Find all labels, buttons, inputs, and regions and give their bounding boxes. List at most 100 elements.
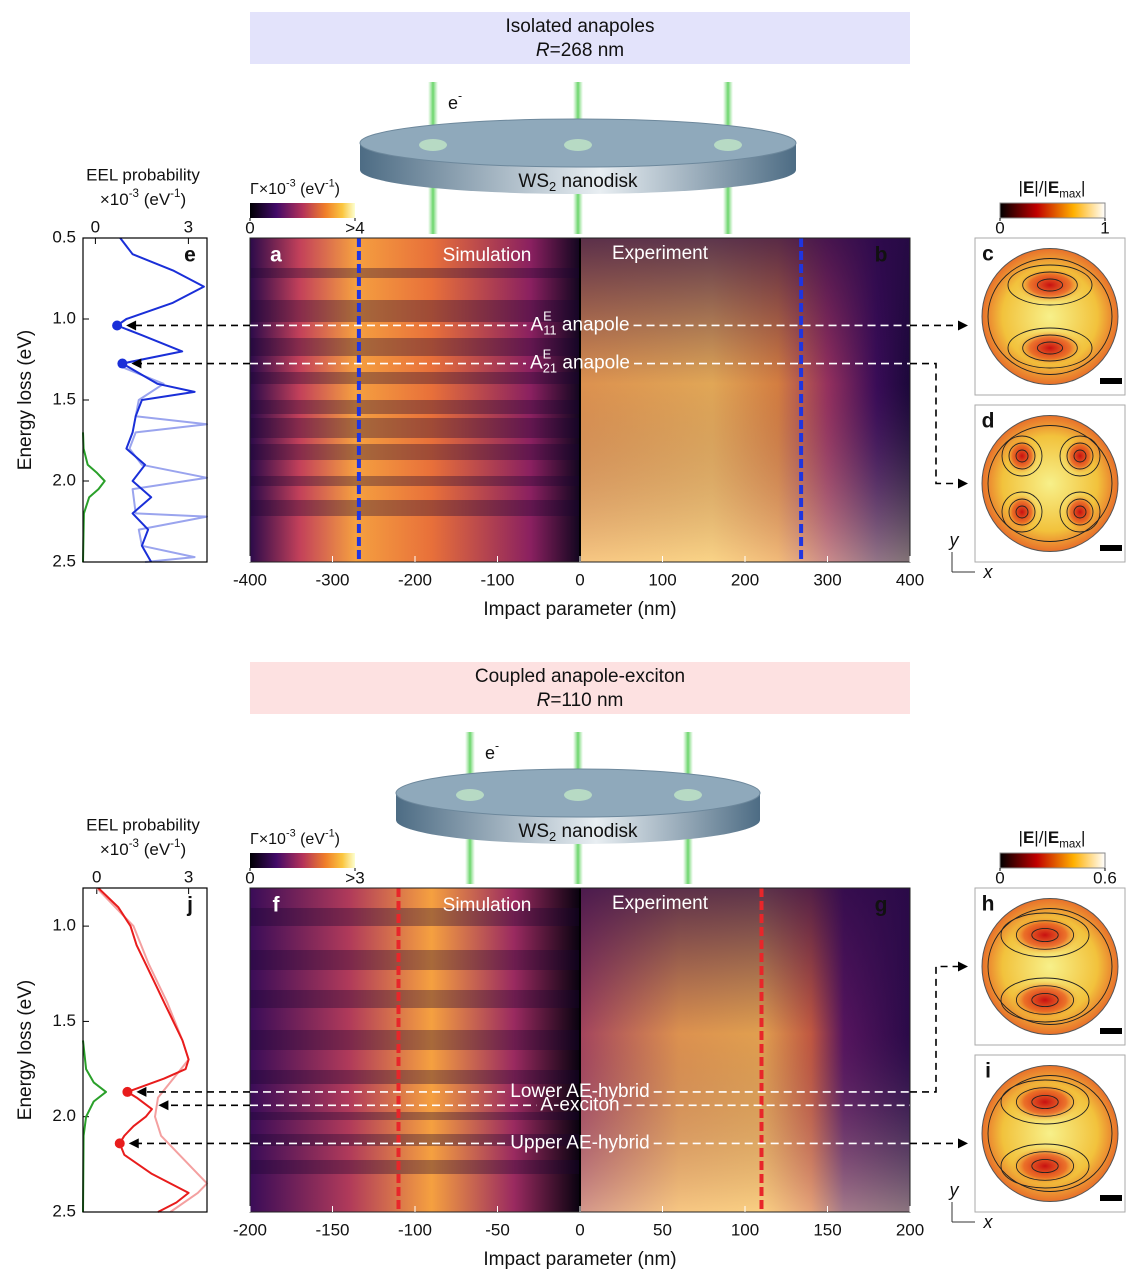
beam-spot — [714, 139, 742, 151]
text-part: - — [458, 89, 462, 103]
eel-curve — [117, 238, 204, 562]
eel-curve — [83, 432, 105, 562]
colorbar-tick-label: >4 — [345, 218, 364, 237]
annotation-arrow — [910, 967, 958, 1092]
y-tick-label: 0.5 — [52, 227, 76, 246]
eel-curve — [98, 888, 188, 1212]
arrow-head — [958, 1138, 968, 1148]
y-tick-label: 1.0 — [52, 916, 76, 935]
eel-point — [112, 320, 122, 330]
axis-name: x — [983, 1212, 994, 1232]
panel-letter: g — [875, 894, 888, 917]
panel-letter: i — [985, 1060, 991, 1083]
text-part: max — [1059, 838, 1081, 850]
x-tick-label: 0 — [575, 1220, 584, 1239]
scale-bar — [1100, 378, 1122, 384]
text-part: | — [1081, 178, 1085, 197]
x-tick-label: -100 — [480, 570, 514, 589]
text-part: (eV — [296, 831, 326, 848]
x-tick-label: -200 — [233, 1220, 267, 1239]
colorbar-label: Γ×10-3 (eV-1) — [250, 827, 340, 848]
x-tick-label: 3 — [184, 217, 193, 236]
text-part: 11 — [543, 323, 556, 338]
text-part: (eV — [139, 840, 171, 859]
beam-spot — [564, 789, 592, 801]
colorbar — [1000, 203, 1105, 218]
text-part: |/| — [1034, 828, 1048, 847]
x-tick-label: -150 — [315, 1220, 349, 1239]
map-band — [250, 418, 580, 438]
map-label: Experiment — [612, 243, 709, 264]
text-part: nanodisk — [556, 821, 638, 842]
arrow-head — [129, 1138, 139, 1148]
x-tick-label: -50 — [485, 1220, 510, 1239]
axis-name: x — [983, 562, 994, 582]
panel-letter: j — [186, 894, 193, 917]
colorbar-tick-label: 0 — [995, 868, 1004, 887]
panel-letter: a — [270, 244, 282, 267]
y-tick-label: 1.0 — [52, 308, 76, 327]
text-part: -1 — [325, 827, 335, 839]
panel-letter: e — [184, 244, 196, 267]
text-part: -1 — [325, 177, 335, 189]
text-part: ) — [180, 190, 186, 209]
text-part: 2 — [549, 179, 556, 194]
text-part: | — [1081, 828, 1085, 847]
text-part: R — [537, 690, 551, 711]
colorbar — [1000, 853, 1105, 868]
text-part: (eV — [296, 181, 326, 198]
text-part: E — [543, 309, 552, 324]
beam-spot — [456, 789, 484, 801]
text-part: -3 — [286, 827, 296, 839]
header-subtitle: R=110 nm — [537, 690, 624, 711]
text-part: Upper AE-hybrid — [510, 1132, 649, 1153]
annotation-label: A-exciton — [540, 1094, 619, 1115]
text-part: 2 — [549, 829, 556, 844]
y-tick-label: 1.5 — [52, 1011, 76, 1030]
x-tick-label: 100 — [648, 570, 676, 589]
scale-bar — [1100, 1195, 1122, 1201]
experiment-shade — [580, 888, 910, 1212]
colorbar — [250, 203, 355, 218]
x-tick-label: 100 — [731, 1220, 759, 1239]
x-tick-label: 50 — [653, 1220, 672, 1239]
x-tick-label: 3 — [184, 867, 193, 886]
map-band — [250, 1112, 580, 1120]
x-tick-label: 400 — [896, 570, 924, 589]
text-part: WS — [518, 821, 549, 842]
eel-title: EEL probability — [86, 165, 200, 184]
text-part: ) — [180, 840, 186, 859]
arrow-head — [158, 1100, 168, 1110]
panel-letter: h — [982, 893, 995, 916]
colorbar — [250, 853, 355, 868]
y-tick-label: 2.5 — [52, 1201, 76, 1220]
header-title: Coupled anapole-exciton — [475, 666, 685, 687]
map-band — [250, 444, 580, 460]
map-label: Simulation — [443, 895, 532, 916]
text-part: nanodisk — [556, 171, 638, 192]
eel-curve — [97, 888, 207, 1212]
text-part: ×10 — [100, 190, 129, 209]
y-tick-label: 2.0 — [52, 1106, 76, 1125]
text-part: (eV — [139, 190, 171, 209]
axis-name: y — [948, 1180, 960, 1200]
text-part: A-exciton — [540, 1094, 619, 1115]
beam-spot — [419, 139, 447, 151]
text-part: max — [1059, 188, 1081, 200]
text-part: anapole — [557, 353, 630, 374]
eel-title: EEL probability — [86, 815, 200, 834]
text-part: E — [1023, 178, 1034, 197]
map-label: Simulation — [443, 245, 532, 266]
text-part: -3 — [129, 838, 139, 850]
scale-bar — [1100, 1028, 1122, 1034]
arrow-head — [958, 962, 968, 972]
figure: Isolated anapolesR=268 nme-WS2 nanodiskE… — [0, 0, 1126, 1275]
map-band — [250, 372, 580, 384]
y-tick-label: 1.5 — [52, 389, 76, 408]
eel-point — [122, 1087, 132, 1097]
map-band — [250, 1030, 580, 1050]
y-tick-label: 2.5 — [52, 551, 76, 570]
text-part: |/| — [1034, 178, 1048, 197]
x-tick-label: 200 — [896, 1220, 924, 1239]
text-part: A — [530, 314, 543, 335]
